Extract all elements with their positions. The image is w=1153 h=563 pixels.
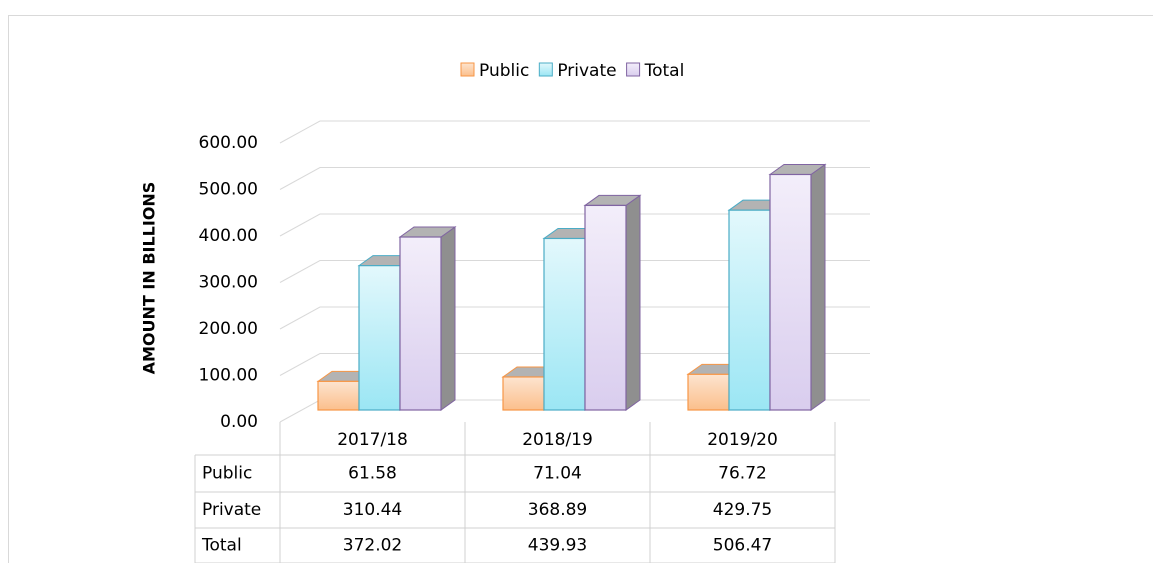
bar: [769, 173, 812, 411]
bar: [399, 236, 442, 411]
y-tick-label: 600.00: [199, 133, 258, 153]
bar: [687, 373, 730, 411]
grid-line: [279, 260, 870, 283]
bar: [317, 380, 360, 411]
table-cell: 310.44: [343, 500, 402, 520]
bar: [358, 265, 401, 411]
y-tick-label: 100.00: [199, 366, 258, 386]
y-tick-label: 500.00: [199, 180, 258, 200]
table-cell: 368.89: [528, 500, 587, 520]
table-cell: 76.72: [718, 464, 767, 484]
grid-line: [279, 120, 870, 144]
bar: [502, 376, 545, 411]
x-tick-label: 2018/19: [522, 430, 593, 450]
bar-side: [810, 163, 826, 411]
y-tick-label: 400.00: [199, 226, 258, 246]
table-cell: 429.75: [713, 500, 772, 520]
grid-line: [279, 353, 870, 376]
chart-frame: [8, 15, 1153, 563]
table-row-label: Total: [201, 536, 242, 556]
y-tick-label: 200.00: [199, 319, 258, 339]
bar-side: [625, 194, 641, 411]
table-cell: 506.47: [713, 536, 772, 556]
table-cell: 372.02: [343, 536, 402, 556]
table-cell: 439.93: [528, 536, 587, 556]
legend-swatch: [538, 62, 553, 77]
x-tick-label: 2017/18: [337, 430, 408, 450]
y-tick-label: 0.00: [220, 412, 258, 432]
table-row-label: Private: [202, 500, 261, 520]
bar: [584, 204, 627, 411]
bar: [728, 209, 771, 411]
table-cell: 61.58: [348, 464, 397, 484]
x-tick-label: 2019/20: [707, 430, 778, 450]
legend-label: Total: [644, 61, 685, 81]
bar-side: [440, 226, 456, 411]
table-cell: 71.04: [533, 464, 582, 484]
grid-line: [279, 213, 870, 237]
legend-swatch: [626, 62, 641, 77]
legend-swatch: [460, 62, 475, 77]
legend-label: Public: [479, 61, 529, 81]
grid-line: [279, 306, 870, 330]
y-tick-label: 300.00: [199, 273, 258, 293]
y-axis-label: AMOUNT IN BILLIONS: [140, 182, 159, 375]
legend-label: Private: [557, 61, 616, 81]
table-row-label: Public: [202, 464, 252, 484]
grid-line: [279, 167, 870, 190]
bar: [543, 237, 586, 411]
